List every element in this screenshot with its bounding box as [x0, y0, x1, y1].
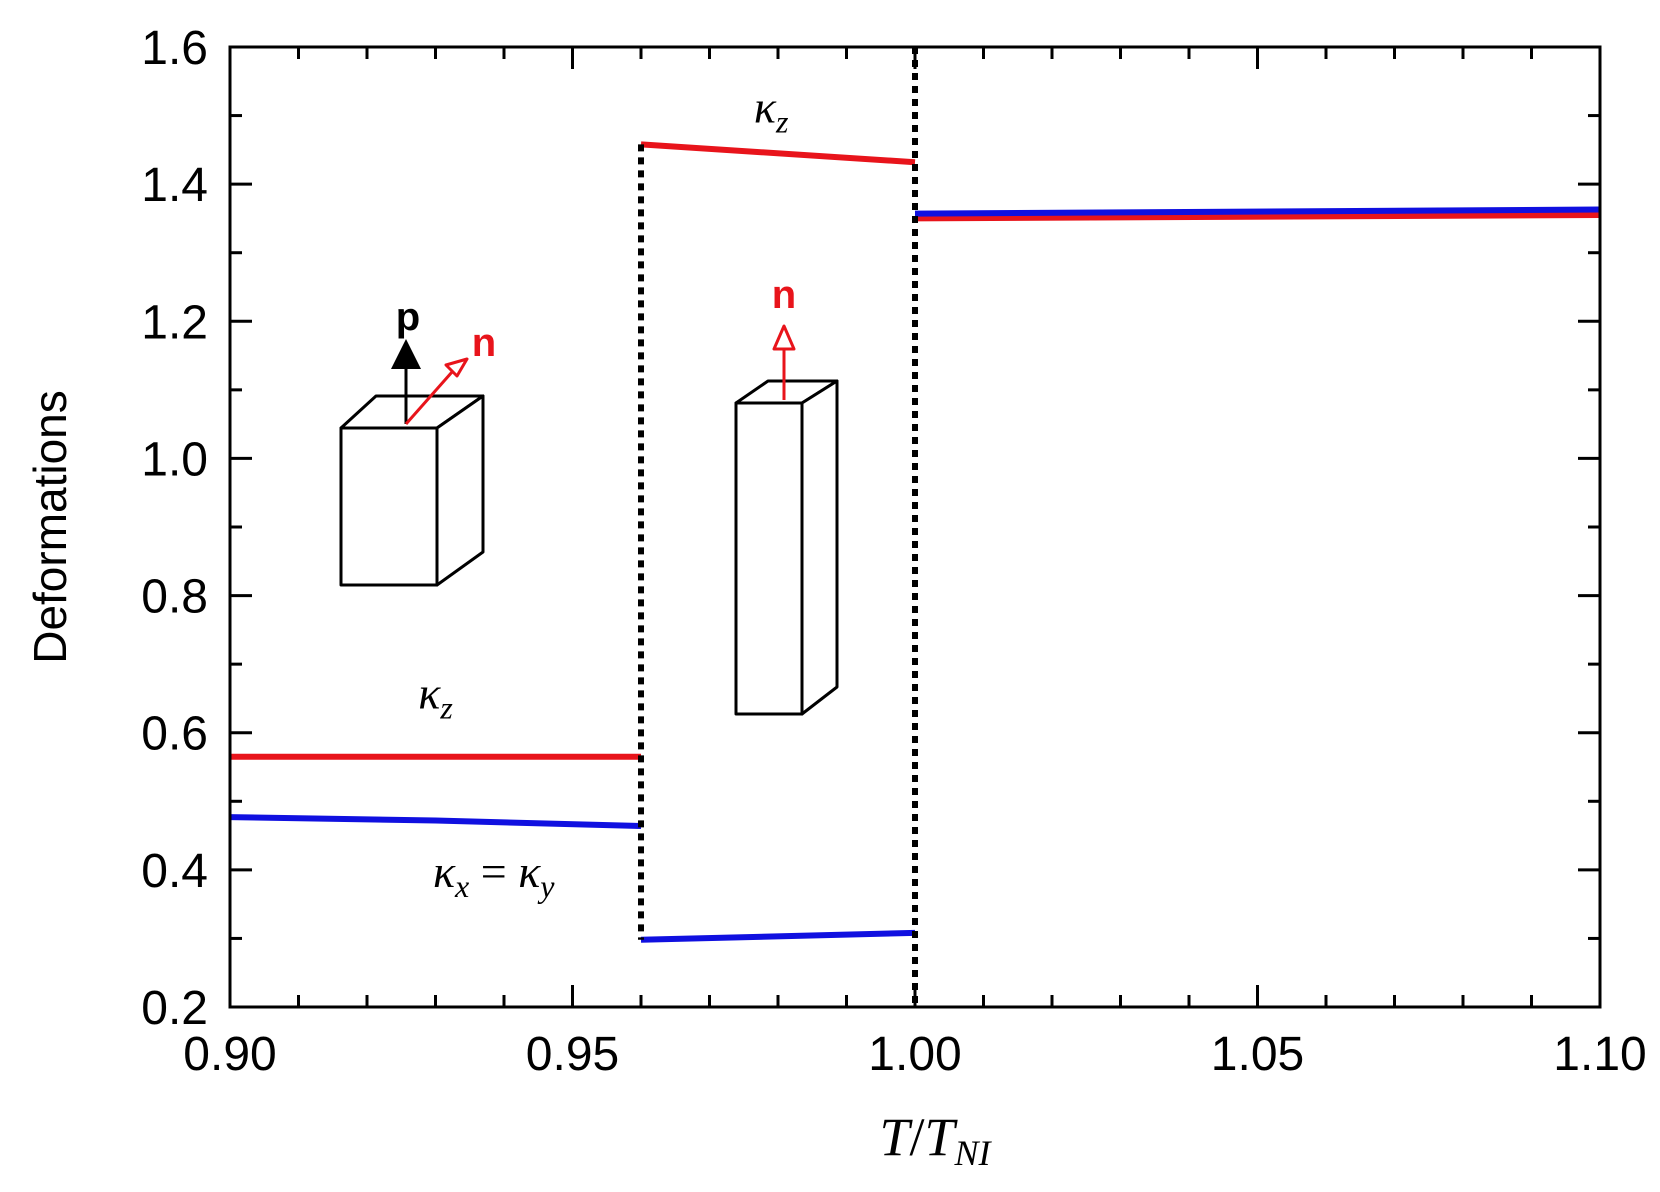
plot-frame	[228, 45, 1602, 1009]
p-vector-label: p	[396, 295, 420, 339]
x-tick-label: 0.90	[183, 1028, 276, 1081]
tick-labels: 0.90 0.95 1.00 1.05 1.10 0.2 0.4 0.6 0.8 1.0 1.2 1.…	[141, 22, 1646, 1081]
kappa-z-upper-label: κz	[754, 81, 789, 139]
series-line-kappa_xy	[914, 206, 1601, 217]
n-vector-arrow-mid	[772, 324, 796, 400]
series-layer	[229, 141, 1601, 943]
series-line-kappa_z	[914, 212, 1601, 222]
x-tick-label: 1.10	[1553, 1028, 1646, 1081]
y-tick-label: 0.8	[141, 571, 208, 624]
y-tick-label: 0.4	[141, 845, 208, 898]
x-tick-label: 0.95	[526, 1028, 619, 1081]
x-tick-label: 1.00	[868, 1028, 961, 1081]
ticks-layer	[228, 45, 1602, 1009]
n-vector-label-left: n	[472, 321, 496, 365]
biaxial-box-icon	[339, 394, 485, 587]
n-vector-label-mid: n	[772, 273, 796, 317]
series-line-kappa_z	[640, 141, 916, 166]
y-tick-label: 1.0	[141, 433, 208, 486]
uniaxial-box-icon	[734, 379, 839, 716]
y-tick-label: 1.6	[141, 22, 208, 75]
y-tick-label: 1.4	[141, 159, 208, 212]
transition-lines	[638, 47, 918, 1007]
y-tick-label: 1.2	[141, 296, 208, 349]
series-line-kappa_xy	[229, 814, 642, 829]
series-line-kappa_xy	[640, 929, 916, 943]
x-axis-title: T/TNI	[879, 1107, 992, 1173]
x-tick-label: 1.05	[1211, 1028, 1304, 1081]
y-axis-title: Deformations	[24, 390, 76, 664]
kappa-xy-label: κx = κy	[433, 846, 555, 904]
n-vector-arrow-left	[404, 357, 469, 425]
kappa-z-lower-label: κz	[418, 668, 453, 726]
y-tick-label: 0.6	[141, 708, 208, 761]
y-tick-label: 0.2	[141, 982, 208, 1035]
